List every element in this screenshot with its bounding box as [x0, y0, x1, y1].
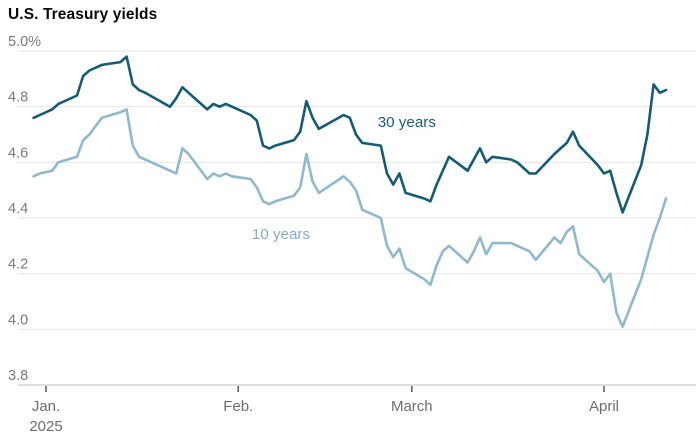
x-axis-label: Feb.	[223, 398, 253, 415]
y-axis-label: 4.2	[8, 257, 28, 273]
x-axis-label: March	[391, 398, 433, 415]
y-axis-label: 5.0%	[8, 34, 41, 50]
x-axis-label: April	[589, 398, 619, 415]
line-30-years	[32, 55, 668, 214]
chart-title: U.S. Treasury yields	[8, 6, 158, 23]
x-axis-year-label: 2025	[29, 418, 62, 435]
x-axis-label: Jan.	[32, 398, 60, 415]
y-axis-label: 4.8	[8, 90, 28, 106]
series-label-30-years: 30 years	[378, 114, 437, 131]
y-axis-label: 4.4	[8, 201, 28, 217]
line-10-years	[32, 108, 668, 328]
series-label-10-years: 10 years	[252, 226, 311, 243]
y-axis-label: 3.8	[8, 368, 28, 384]
y-axis-label: 4.0	[8, 312, 28, 328]
y-axis-label: 4.6	[8, 145, 28, 161]
